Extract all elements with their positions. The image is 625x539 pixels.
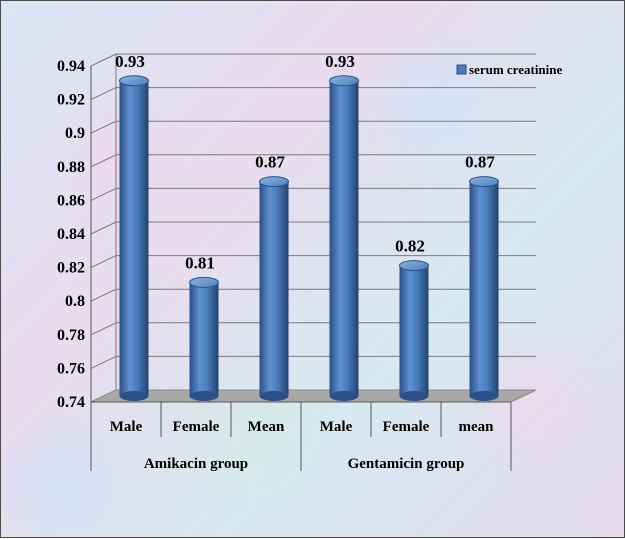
chart-floor	[90, 389, 537, 403]
y-tick-label: 0.86	[57, 192, 85, 209]
bar-cap	[469, 176, 499, 188]
y-tick-label: 0.76	[57, 360, 85, 377]
bars	[119, 75, 499, 401]
gridline-depth	[90, 187, 117, 201]
x-tick-label: Male	[110, 419, 143, 435]
gridline-depth	[90, 53, 117, 67]
gridline-depth	[90, 154, 117, 168]
legend-swatch	[456, 64, 467, 75]
data-label: 0.87	[255, 153, 285, 172]
y-tick-label: 0.92	[57, 92, 85, 109]
gridline-depth	[90, 221, 117, 235]
gridline-depth	[90, 255, 117, 269]
legend-label: serum creatinine	[469, 62, 562, 77]
y-tick-label: 0.88	[57, 159, 85, 176]
x-tick-label: Mean	[248, 419, 285, 435]
legend: serum creatinine	[456, 62, 562, 77]
x-tick-label: mean	[459, 419, 495, 435]
bar-base	[259, 391, 289, 401]
y-tick-label: 0.82	[57, 260, 85, 277]
y-tick-label: 0.74	[57, 394, 85, 411]
y-tick-label: 0.78	[57, 327, 85, 344]
bar-cap	[399, 260, 429, 272]
bar	[399, 265, 429, 396]
data-label: 0.81	[185, 253, 215, 272]
bar-base	[119, 391, 149, 401]
bar	[469, 181, 499, 396]
gridlines	[90, 53, 537, 403]
x-group-label: Amikacin group	[144, 456, 248, 472]
x-tick-label: Female	[383, 419, 430, 435]
bar-cap	[119, 75, 149, 87]
bar-cap	[259, 176, 289, 188]
y-tick-label: 0.84	[57, 226, 85, 243]
bar-base	[469, 391, 499, 401]
y-tick-label: 0.8	[65, 293, 85, 310]
bar-base	[329, 391, 359, 401]
data-label: 0.93	[115, 52, 145, 71]
x-group-label: Gentamicin group	[348, 456, 465, 472]
bar	[259, 181, 289, 396]
gridline-depth	[90, 120, 117, 134]
y-tick-label: 0.94	[57, 58, 85, 75]
gridline-depth	[90, 87, 117, 101]
y-tick-label: 0.9	[65, 125, 85, 142]
bar	[119, 80, 149, 397]
x-tick-label: Male	[320, 419, 353, 435]
bar	[189, 282, 219, 396]
bar	[329, 80, 359, 397]
bar-base	[399, 391, 429, 401]
bar-base	[189, 391, 219, 401]
axes: 0.74 0.76 0.78 0.8 0.82 0.84 0.86 0.88 0.9 0.92 0.…	[57, 58, 512, 472]
data-label: 0.82	[395, 237, 425, 256]
bar-cap	[329, 75, 359, 87]
data-labels: 0.93 0.81 0.87 0.93 0.82 0.87	[115, 52, 495, 273]
data-label: 0.87	[465, 153, 495, 172]
gridline-depth	[90, 322, 117, 336]
gridline-depth	[90, 288, 117, 302]
bar-cap	[189, 276, 219, 288]
x-tick-label: Female	[173, 419, 220, 435]
gridline-depth	[90, 355, 117, 369]
data-label: 0.93	[325, 52, 355, 71]
